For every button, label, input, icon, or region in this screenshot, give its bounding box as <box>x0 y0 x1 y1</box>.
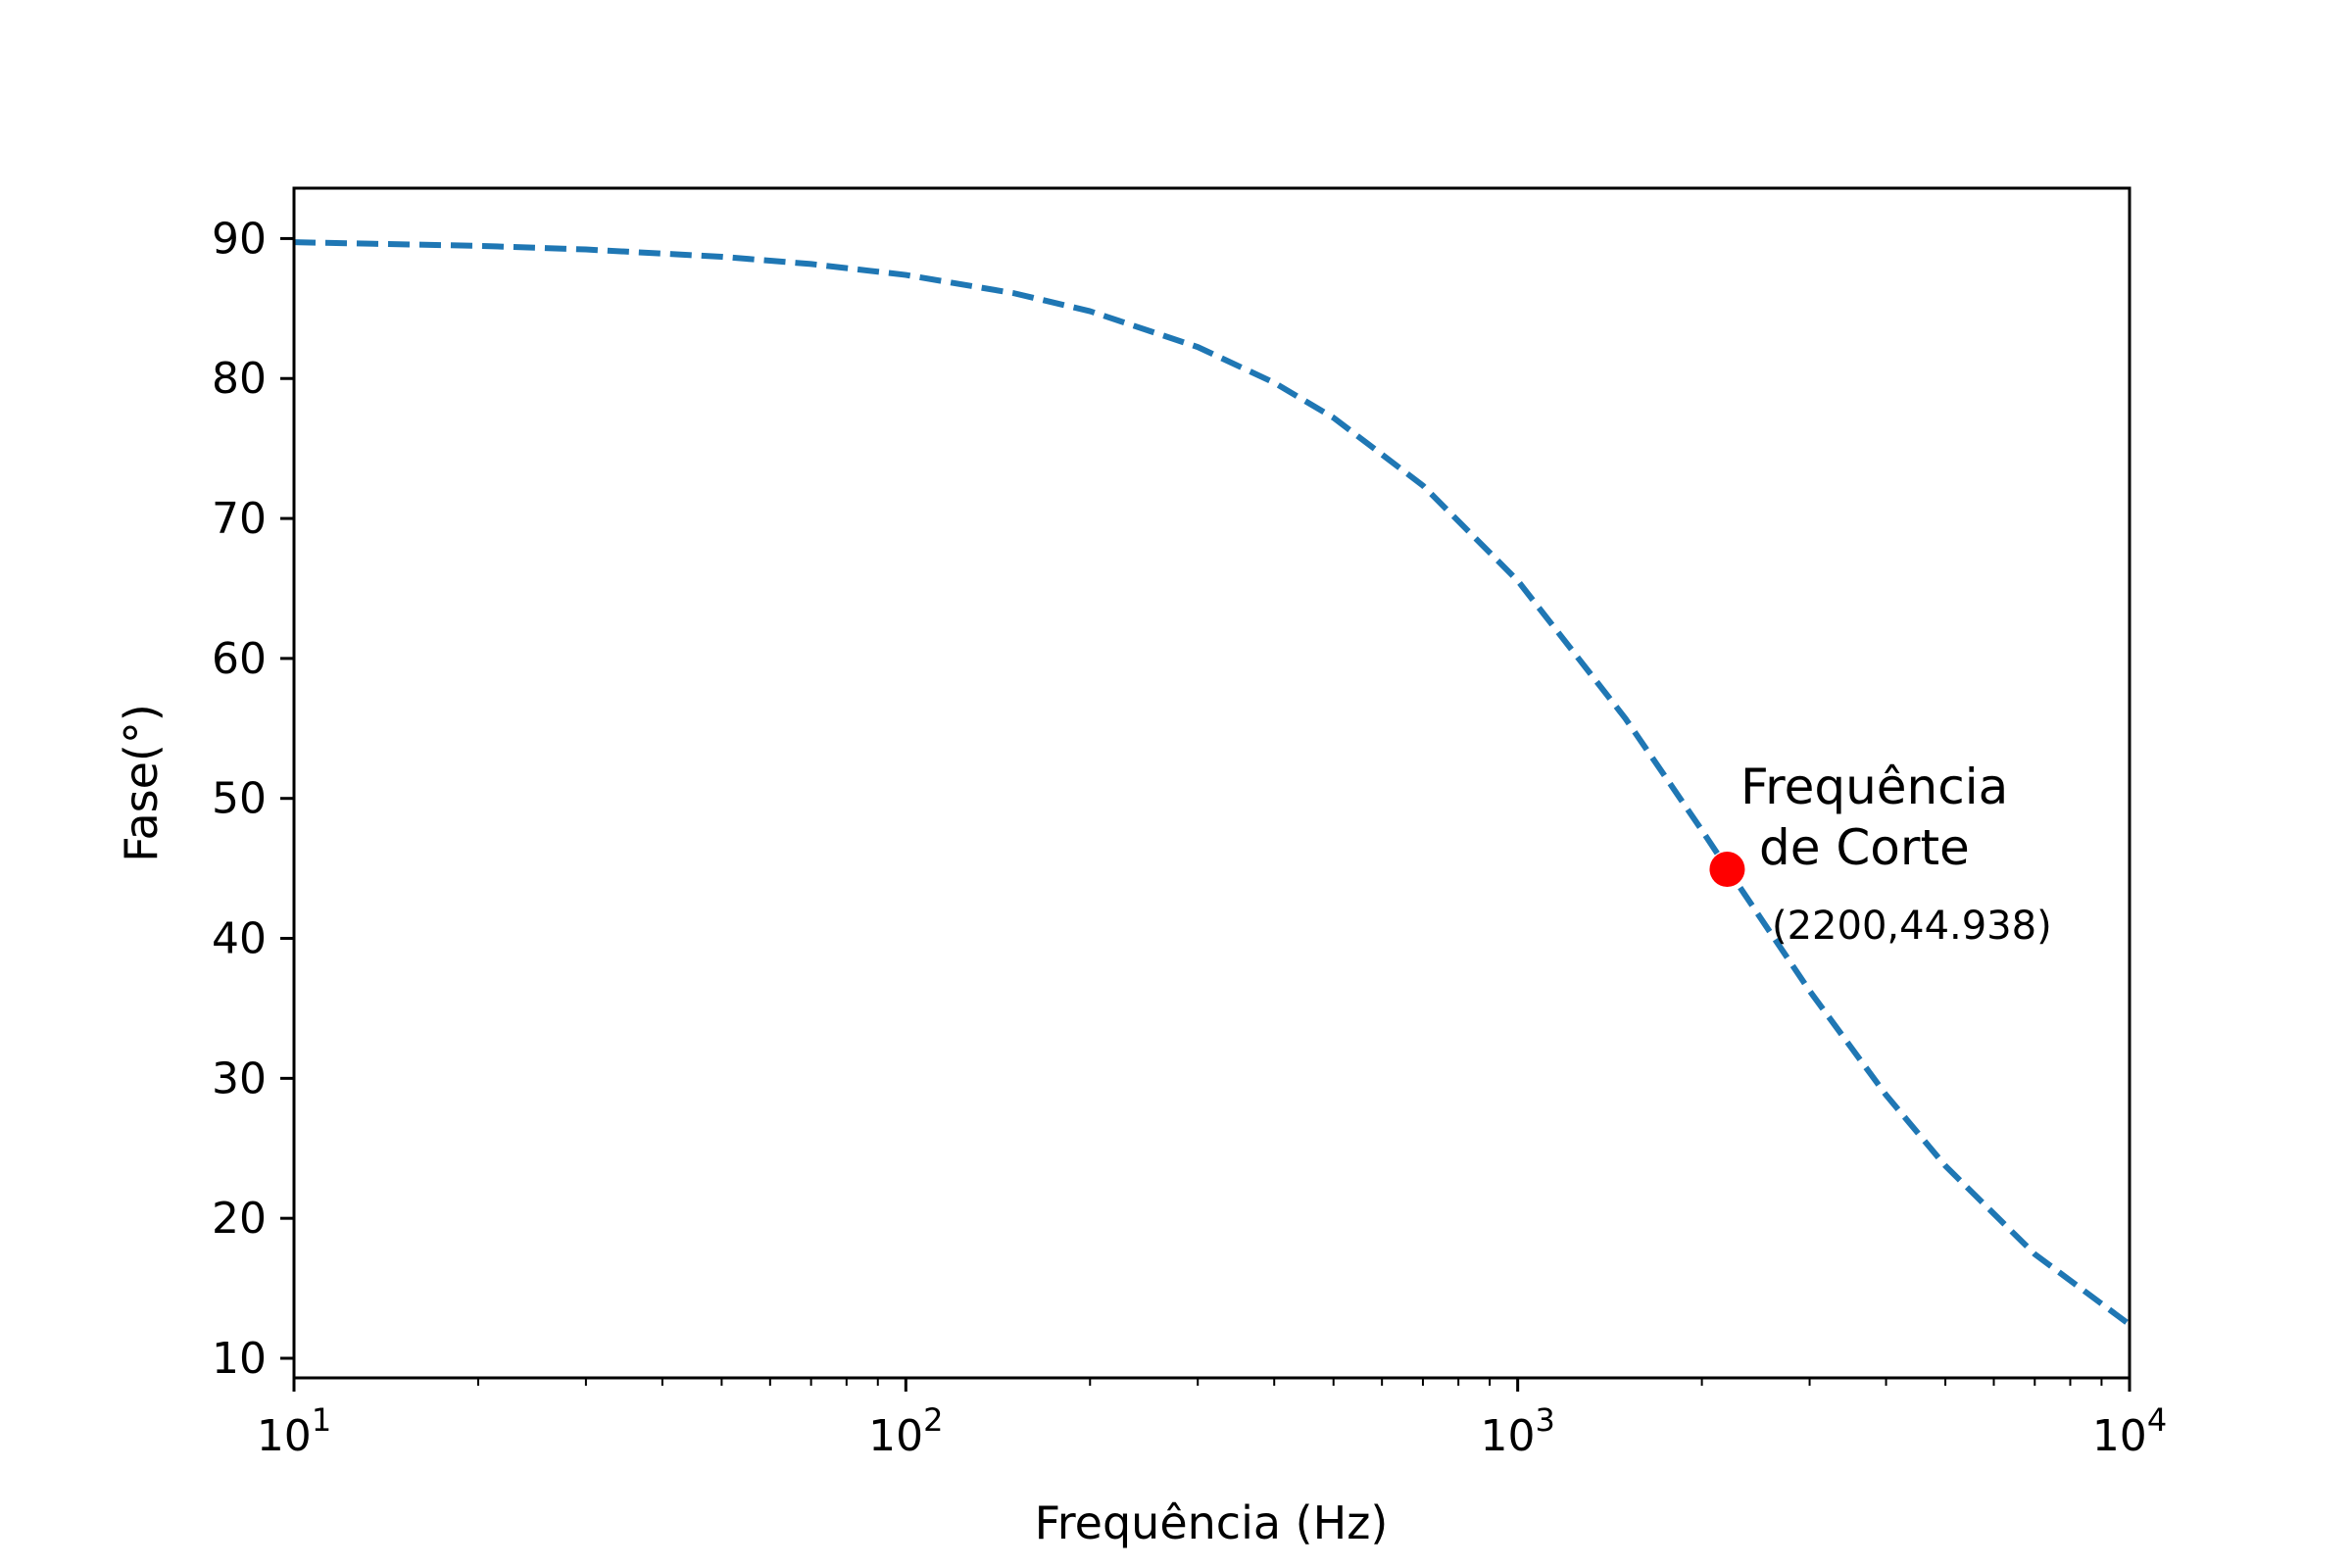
y-tick-label: 40 <box>212 914 267 964</box>
y-tick-label: 80 <box>212 354 267 404</box>
y-tick-label: 50 <box>212 774 267 824</box>
y-tick-label: 20 <box>212 1194 267 1244</box>
cutoff-point-marker <box>1709 852 1745 888</box>
y-axis-ticks: 10 20 30 40 50 60 70 80 90 <box>212 214 294 1384</box>
cutoff-coord-label: (2200,44.938) <box>1772 904 2052 949</box>
series-layer <box>293 239 2132 1327</box>
y-axis-label: Fase(°) <box>115 704 168 862</box>
highlight-layer <box>1709 852 1745 888</box>
y-tick-label: 70 <box>212 494 267 544</box>
y-tick-label: 30 <box>212 1054 267 1103</box>
x-axis-label: Frequência (Hz) <box>1035 1496 1389 1549</box>
y-tick-label: 10 <box>212 1334 267 1384</box>
y-tick-label: 60 <box>212 634 267 684</box>
x-axis-ticks: 101 102 103 104 <box>257 1378 2167 1461</box>
x-tick-label: 103 <box>1480 1401 1554 1461</box>
x-tick-label: 102 <box>868 1401 943 1461</box>
x-tick-label: 101 <box>257 1401 331 1461</box>
plot-frame <box>292 186 2132 1380</box>
y-tick-label: 90 <box>212 214 267 264</box>
series-line-0 <box>293 239 2132 1327</box>
x-tick-label: 104 <box>2092 1401 2167 1461</box>
cutoff-label-line2: de Corte <box>1759 819 1970 876</box>
cutoff-label-line1: Frequência <box>1740 759 2008 815</box>
